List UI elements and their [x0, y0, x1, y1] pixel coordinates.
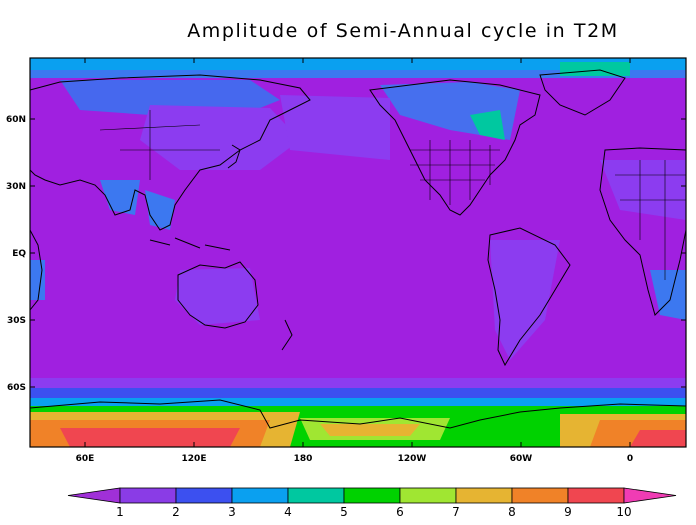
- map-title: Amplitude of Semi-Annual cycle in T2M: [187, 20, 619, 42]
- lon-label-120w: 120W: [398, 454, 427, 464]
- colorbar-tick-1: 1: [116, 505, 124, 519]
- coastline-nz: [281, 319, 293, 351]
- india-region: [100, 180, 140, 215]
- colorbar-tick-5: 5: [340, 505, 348, 519]
- coastline-japan: [227, 144, 241, 169]
- africa-east-region: [650, 270, 686, 320]
- s-america-region: [490, 240, 560, 360]
- lat-label-eq: EQ: [12, 249, 26, 259]
- colorbar-low-triangle: [67, 487, 121, 504]
- lat-label-60s: 60S: [7, 383, 26, 393]
- coastline-africa-left: [29, 229, 43, 311]
- lon-label-0: 0: [627, 454, 633, 464]
- colorbar-tick-4: 4: [284, 505, 292, 519]
- colorbar-tick-2: 2: [172, 505, 180, 519]
- colorbar-tick-9: 9: [564, 505, 572, 519]
- colorbar-box-4: [287, 487, 345, 504]
- arctic-band-level2: [30, 70, 686, 78]
- colorbar-box-8: [511, 487, 569, 504]
- hudson-region: [470, 110, 505, 140]
- lon-label-180: 180: [294, 454, 313, 464]
- n-pacific-region: [280, 95, 390, 160]
- coastline-s-america: [487, 227, 571, 367]
- lat-label-60n: 60N: [6, 115, 26, 125]
- colorbar-box-5: [343, 487, 401, 504]
- greenland-high: [560, 62, 630, 76]
- lon-label-60e: 60E: [76, 454, 95, 464]
- colorbar-box-6: [399, 487, 457, 504]
- colorbar-box-3: [231, 487, 289, 504]
- antarctica-red-east: [630, 430, 686, 447]
- colorbar-box-9: [567, 487, 625, 504]
- antarctica-red-west: [60, 428, 240, 447]
- lon-label-120e: 120E: [182, 454, 207, 464]
- colorbar-tick-10: 10: [616, 505, 631, 519]
- south-band-level3: [30, 388, 686, 398]
- asia-interior: [140, 105, 300, 170]
- south-band-level2: [30, 378, 686, 388]
- colorbar-tick-3: 3: [228, 505, 236, 519]
- asia-country-lines: [99, 110, 220, 180]
- colorbar-high-triangle: [623, 487, 677, 504]
- antarctica-orange-center: [320, 424, 420, 436]
- s-africa-region: [30, 260, 45, 300]
- coastline-greenland: [539, 69, 626, 116]
- colorbar-tick-6: 6: [396, 505, 404, 519]
- lon-axis: 60E 120E 180 120W 60W 0: [76, 58, 633, 464]
- colorbar: 1 2 3 4 5 6 7 8 9 10: [67, 487, 677, 519]
- map-plot-area: [29, 57, 687, 448]
- se-asia-region: [145, 190, 175, 230]
- australia-region: [175, 268, 260, 325]
- lat-axis: 60N 30N EQ 30S 60S: [6, 115, 686, 393]
- colorbar-box-7: [455, 487, 513, 504]
- coastline-antarctica: [29, 399, 687, 429]
- colorbar-tick-7: 7: [452, 505, 460, 519]
- coastline-eurasia: [29, 74, 311, 231]
- lat-label-30s: 30S: [7, 316, 26, 326]
- lat-label-30n: 30N: [6, 182, 26, 192]
- lon-label-60w: 60W: [510, 454, 533, 464]
- coastline-n-america: [369, 79, 541, 216]
- colorbar-box-1: [119, 487, 177, 504]
- coastline-indonesia: [149, 237, 231, 251]
- colorbar-box-2: [175, 487, 233, 504]
- us-state-lines: [410, 140, 500, 205]
- africa-country-lines: [615, 160, 686, 280]
- colorbar-tick-8: 8: [508, 505, 516, 519]
- coastline-australia: [177, 261, 259, 329]
- south-band-level4: [30, 398, 686, 406]
